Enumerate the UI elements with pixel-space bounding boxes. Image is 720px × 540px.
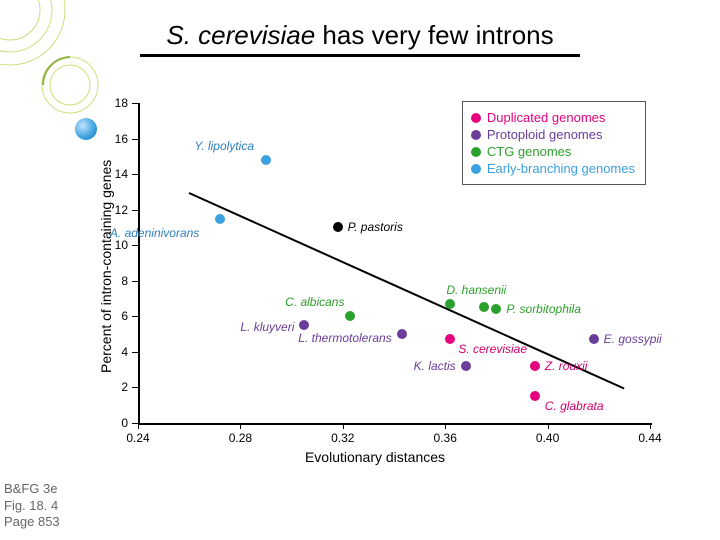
y-tick-label: 12 xyxy=(104,203,128,217)
data-point xyxy=(589,334,599,344)
point-label: D. hansenii xyxy=(446,283,506,297)
y-tick-label: 14 xyxy=(104,167,128,181)
x-tick-label: 0.44 xyxy=(638,431,661,445)
y-tick-label: 18 xyxy=(104,96,128,110)
y-tick-label: 16 xyxy=(104,132,128,146)
point-label: E. gossypii xyxy=(604,332,662,346)
x-tick-label: 0.36 xyxy=(434,431,457,445)
y-tick xyxy=(132,352,138,353)
data-point xyxy=(530,361,540,371)
point-label: C. albicans xyxy=(285,295,344,309)
legend-item: Protoploid genomes xyxy=(471,127,635,142)
title-underline xyxy=(140,54,580,57)
data-point xyxy=(479,302,489,312)
y-tick xyxy=(132,103,138,104)
y-tick xyxy=(132,316,138,317)
citation: B&FG 3e Fig. 18. 4 Page 853 xyxy=(4,481,60,530)
legend-marker xyxy=(471,164,481,174)
data-point xyxy=(397,329,407,339)
data-point xyxy=(530,391,540,401)
point-label: Z. rouxii xyxy=(545,359,588,373)
point-label: L. kluyveri xyxy=(240,320,294,334)
legend-marker xyxy=(471,130,481,140)
data-point xyxy=(461,361,471,371)
point-label: S. cerevisiae xyxy=(458,342,527,356)
x-tick xyxy=(138,423,139,429)
y-tick-label: 0 xyxy=(104,416,128,430)
y-tick-label: 2 xyxy=(104,380,128,394)
y-tick-label: 6 xyxy=(104,309,128,323)
x-tick-label: 0.40 xyxy=(536,431,559,445)
citation-line: Fig. 18. 4 xyxy=(4,498,60,514)
legend-label: CTG genomes xyxy=(487,144,572,159)
y-tick-label: 4 xyxy=(104,345,128,359)
y-tick-label: 8 xyxy=(104,274,128,288)
legend-marker xyxy=(471,147,481,157)
legend-label: Duplicated genomes xyxy=(487,110,606,125)
y-tick xyxy=(132,245,138,246)
x-tick xyxy=(445,423,446,429)
y-tick xyxy=(132,281,138,282)
x-tick xyxy=(548,423,549,429)
y-tick xyxy=(132,174,138,175)
x-tick-label: 0.32 xyxy=(331,431,354,445)
y-tick-label: 10 xyxy=(104,238,128,252)
data-point xyxy=(333,222,343,232)
data-point xyxy=(445,299,455,309)
point-label: C. glabrata xyxy=(545,399,604,413)
title-rest: has very few introns xyxy=(315,20,553,50)
data-point xyxy=(261,155,271,165)
x-axis-title: Evolutionary distances xyxy=(90,449,660,465)
x-tick xyxy=(240,423,241,429)
citation-line: Page 853 xyxy=(4,514,60,530)
point-label: P. sorbitophila xyxy=(506,302,581,316)
point-label: K. lactis xyxy=(414,359,456,373)
legend-item: Early-branching genomes xyxy=(471,161,635,176)
y-axis-title: Percent of intron-containing genes xyxy=(98,160,114,373)
data-point xyxy=(299,320,309,330)
y-tick xyxy=(132,387,138,388)
data-point xyxy=(215,214,225,224)
point-label: P. pastoris xyxy=(348,220,403,234)
y-tick xyxy=(132,139,138,140)
data-point xyxy=(445,334,455,344)
x-tick-label: 0.24 xyxy=(126,431,149,445)
legend: Duplicated genomes Protoploid genomes CTG … xyxy=(462,101,646,185)
legend-label: Protoploid genomes xyxy=(487,127,603,142)
legend-item: Duplicated genomes xyxy=(471,110,635,125)
page-title: S. cerevisiae has very few introns xyxy=(0,20,720,51)
point-label: Y. lipolytica xyxy=(194,139,254,153)
data-point xyxy=(491,304,501,314)
x-tick xyxy=(343,423,344,429)
data-point xyxy=(345,311,355,321)
y-tick xyxy=(132,210,138,211)
point-label: L. thermotolerans xyxy=(298,331,391,345)
x-tick xyxy=(650,423,651,429)
legend-label: Early-branching genomes xyxy=(487,161,635,176)
legend-marker xyxy=(471,113,481,123)
x-tick-label: 0.28 xyxy=(229,431,252,445)
legend-item: CTG genomes xyxy=(471,144,635,159)
title-italic: S. cerevisiae xyxy=(166,20,315,50)
scatter-chart: Percent of intron-containing genes Evolu… xyxy=(90,95,660,465)
point-label: A. adeninivorans xyxy=(110,226,199,240)
citation-line: B&FG 3e xyxy=(4,481,60,497)
